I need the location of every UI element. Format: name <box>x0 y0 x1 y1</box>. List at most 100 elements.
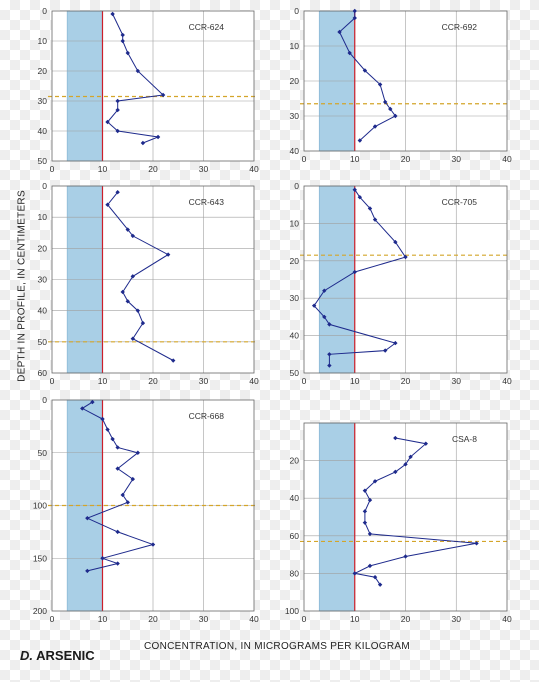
data-point <box>377 582 383 587</box>
data-point <box>135 68 141 74</box>
chart-title: CCR-668 <box>189 411 225 421</box>
x-tick-label: 40 <box>249 164 259 174</box>
y-tick-label: 40 <box>290 146 300 156</box>
y-tick-label: 30 <box>38 96 48 106</box>
x-tick-label: 20 <box>401 614 411 624</box>
chart-6: 0 10 20 30 40 20 40 60 80 100 CSA-8 <box>285 422 512 624</box>
x-tick-label: 0 <box>302 614 307 624</box>
data-point <box>115 466 120 471</box>
data-point <box>120 492 125 498</box>
x-tick-label: 20 <box>401 376 411 386</box>
data-point <box>115 107 120 113</box>
data-point <box>150 542 156 547</box>
data-point <box>388 106 393 112</box>
x-tick-label: 40 <box>249 376 259 386</box>
data-point <box>367 531 373 537</box>
x-tick-label: 0 <box>50 376 55 386</box>
data-point <box>105 119 110 125</box>
data-point <box>327 352 332 357</box>
data-point <box>352 15 357 21</box>
y-tick-label: 10 <box>38 212 48 222</box>
y-tick-label: 60 <box>38 368 48 378</box>
data-point <box>80 406 85 411</box>
data-point <box>337 29 342 35</box>
chart-title: CCR-705 <box>442 197 478 207</box>
data-point <box>155 134 161 140</box>
x-tick-label: 10 <box>350 376 360 386</box>
background-band <box>318 422 356 612</box>
y-tick-label: 40 <box>290 331 300 341</box>
data-point <box>160 92 166 98</box>
data-point <box>120 289 125 295</box>
data-point <box>115 561 120 566</box>
x-tick-label: 30 <box>199 614 209 624</box>
data-point <box>383 99 388 105</box>
data-point <box>135 308 141 313</box>
data-point <box>115 98 120 104</box>
data-point <box>362 488 368 493</box>
chart-4: 0 10 20 30 40 0 10 20 30 40 50 CCR-705 <box>290 181 512 386</box>
data-point <box>362 509 368 514</box>
chart-3: 0 10 20 30 40 0 10 20 30 40 50 60 CCR-643 <box>38 181 259 386</box>
x-tick-label: 30 <box>452 154 462 164</box>
y-tick-label: 10 <box>290 218 300 228</box>
data-point <box>110 11 115 17</box>
data-point <box>377 82 383 87</box>
data-point <box>140 320 146 326</box>
data-point <box>165 252 171 257</box>
x-tick-label: 30 <box>199 376 209 386</box>
x-tick-label: 10 <box>98 376 108 386</box>
y-tick-label: 30 <box>38 275 48 285</box>
data-point <box>393 340 398 346</box>
x-tick-label: 20 <box>401 154 411 164</box>
y-tick-label: 200 <box>33 606 47 616</box>
data-point <box>311 303 317 308</box>
x-tick-label: 40 <box>502 614 512 624</box>
data-point <box>393 469 398 475</box>
x-tick-label: 40 <box>502 154 512 164</box>
chart-1: 0 10 20 30 40 0 10 20 30 40 50 CCR-624 <box>38 6 259 174</box>
y-tick-label: 20 <box>290 456 300 466</box>
y-tick-label: 20 <box>38 243 48 253</box>
y-tick-label: 20 <box>290 76 300 86</box>
panel-letter: D. <box>20 648 33 663</box>
data-point <box>362 68 368 73</box>
panel-title: ARSENIC <box>36 648 95 663</box>
x-tick-label: 30 <box>452 376 462 386</box>
data-point <box>125 50 130 56</box>
data-point <box>357 138 363 143</box>
x-tick-label: 20 <box>148 614 158 624</box>
x-tick-label: 40 <box>249 614 259 624</box>
data-point <box>393 239 398 245</box>
y-axis-label: DEPTH IN PROFILE, IN CENTIMETERS <box>16 190 28 382</box>
x-axis-label: CONCENTRATION, IN MICROGRAMS PER KILOGRA… <box>143 641 411 652</box>
data-point <box>372 479 378 484</box>
y-tick-label: 30 <box>290 293 300 303</box>
data-point <box>362 520 368 525</box>
y-tick-label: 0 <box>42 6 47 16</box>
data-point <box>130 476 135 482</box>
x-tick-label: 40 <box>502 376 512 386</box>
data-point <box>120 38 125 44</box>
data-point <box>403 554 408 559</box>
x-tick-label: 20 <box>148 164 158 174</box>
x-tick-label: 10 <box>350 614 360 624</box>
data-point <box>105 427 110 432</box>
data-point <box>352 187 357 192</box>
chart-title: CSA-8 <box>452 434 477 444</box>
data-point <box>372 574 378 580</box>
y-tick-label: 150 <box>33 553 47 563</box>
data-point <box>105 202 110 207</box>
data-point <box>352 269 357 275</box>
y-tick-label: 50 <box>290 368 300 378</box>
data-point <box>372 217 378 222</box>
data-point <box>130 336 135 341</box>
data-point <box>135 450 141 455</box>
data-point <box>474 541 479 546</box>
y-tick-label: 50 <box>38 337 48 347</box>
y-tick-label: 0 <box>42 181 47 191</box>
data-point <box>120 32 125 38</box>
data-point <box>110 436 115 442</box>
data-point <box>125 500 130 505</box>
